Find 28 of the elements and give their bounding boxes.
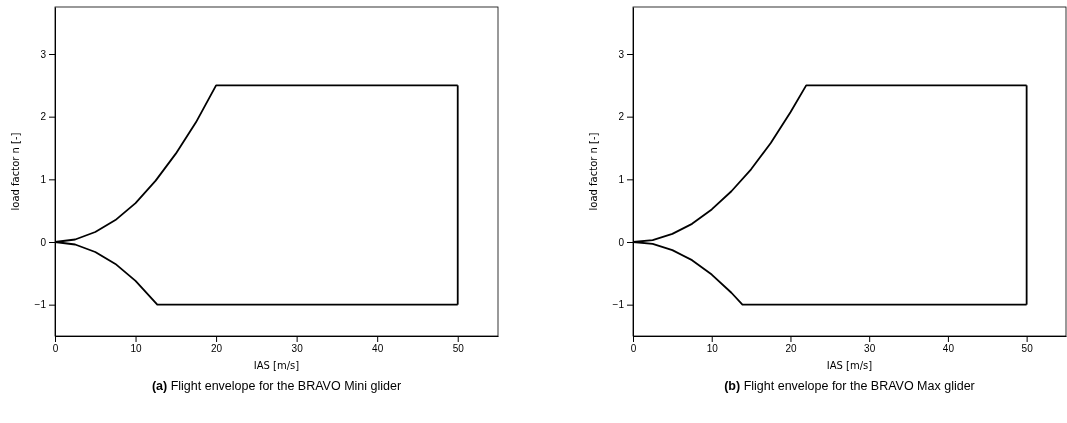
y-tick-label: 0 <box>618 236 625 248</box>
y-axis-title: load factor n [-] <box>588 132 599 211</box>
y-tick-label: −1 <box>34 299 47 311</box>
x-tick-label: 30 <box>864 343 876 355</box>
x-tick-label: 20 <box>785 343 797 355</box>
x-tick-label: 50 <box>452 343 465 355</box>
x-tick-label: 0 <box>630 343 637 355</box>
x-tick-label: 10 <box>130 343 143 355</box>
y-tick-label: −1 <box>612 299 625 311</box>
y-tick-label: 1 <box>40 174 47 186</box>
x-tick-label: 30 <box>291 343 304 355</box>
x-tick-label: 0 <box>52 343 59 355</box>
y-tick-label: 3 <box>618 48 625 60</box>
y-tick-label: 3 <box>40 48 47 60</box>
y-tick-label: 2 <box>618 111 625 123</box>
x-tick-label: 50 <box>1021 343 1034 355</box>
x-tick-label: 20 <box>211 343 223 355</box>
x-axis-title: IAS [m/s] <box>826 360 873 371</box>
x-tick-label: 40 <box>942 343 955 355</box>
text: (a) Flight envelope for the BRAVO Mini glider <box>151 379 402 393</box>
x-tick-label: 10 <box>706 343 719 355</box>
text: (b) Flight envelope for the BRAVO Max glider <box>724 379 975 393</box>
x-axis-title: IAS [m/s] <box>253 360 300 371</box>
y-axis-title: load factor n [-] <box>10 132 21 211</box>
y-tick-label: 0 <box>40 236 47 248</box>
y-tick-label: 2 <box>40 111 47 123</box>
x-tick-label: 40 <box>372 343 384 355</box>
y-tick-label: 1 <box>618 174 625 186</box>
